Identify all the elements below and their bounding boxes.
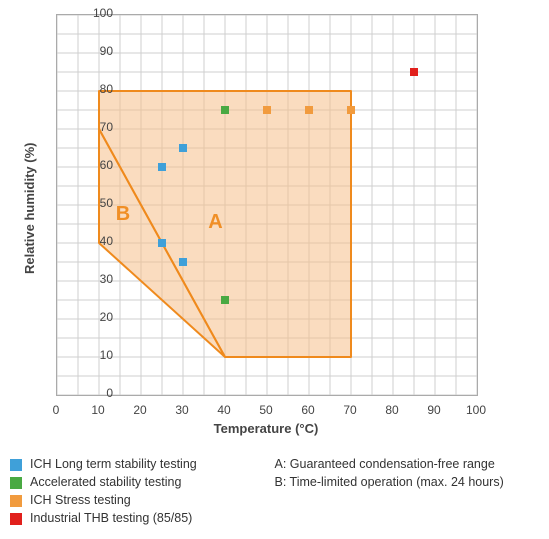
y-axis-label: Relative humidity (%) (22, 143, 37, 274)
legend-item-stress: ICH Stress testing (10, 493, 275, 508)
legend-label: Industrial THB testing (85/85) (30, 511, 192, 526)
swatch-icon (10, 459, 22, 471)
legend-note-a: A: Guaranteed condensation-free range (275, 457, 540, 472)
legend-note-text: A: Guaranteed condensation-free range (275, 457, 495, 472)
x-tick: 80 (380, 403, 404, 417)
legend-note-b: B: Time-limited operation (max. 24 hours… (275, 475, 540, 490)
legend-notes-col: A: Guaranteed condensation-free range B:… (275, 454, 540, 529)
x-tick: 40 (212, 403, 236, 417)
x-tick: 70 (338, 403, 362, 417)
swatch-icon (10, 513, 22, 525)
y-tick: 90 (83, 44, 113, 58)
swatch-icon (10, 495, 22, 507)
y-tick: 50 (83, 196, 113, 210)
y-tick: 10 (83, 348, 113, 362)
legend-series-col: ICH Long term stability testing Accelera… (10, 454, 275, 529)
x-axis-label: Temperature (°C) (56, 421, 476, 436)
x-tick: 100 (464, 403, 488, 417)
x-tick: 0 (44, 403, 68, 417)
svg-text:B: B (116, 203, 130, 225)
legend-label: ICH Stress testing (30, 493, 131, 508)
x-tick: 20 (128, 403, 152, 417)
swatch-icon (10, 477, 22, 489)
plot-area: AB (56, 14, 478, 396)
y-tick: 0 (83, 386, 113, 400)
y-tick: 100 (83, 6, 113, 20)
y-tick: 80 (83, 82, 113, 96)
x-tick: 90 (422, 403, 446, 417)
legend-label: ICH Long term stability testing (30, 457, 197, 472)
chart-container: 0102030405060708090100 AB 01020304050607… (56, 14, 539, 436)
y-tick: 60 (83, 158, 113, 172)
x-tick: 10 (86, 403, 110, 417)
legend-label: Accelerated stability testing (30, 475, 181, 490)
x-tick: 30 (170, 403, 194, 417)
svg-text:A: A (208, 211, 222, 233)
legend-item-thb: Industrial THB testing (85/85) (10, 511, 275, 526)
y-tick: 20 (83, 310, 113, 324)
legend-note-text: B: Time-limited operation (max. 24 hours… (275, 475, 504, 490)
y-tick: 70 (83, 120, 113, 134)
y-tick: 40 (83, 234, 113, 248)
legend: ICH Long term stability testing Accelera… (10, 454, 539, 529)
legend-item-long-term: ICH Long term stability testing (10, 457, 275, 472)
x-tick: 50 (254, 403, 278, 417)
y-tick: 30 (83, 272, 113, 286)
legend-item-accelerated: Accelerated stability testing (10, 475, 275, 490)
x-tick: 60 (296, 403, 320, 417)
